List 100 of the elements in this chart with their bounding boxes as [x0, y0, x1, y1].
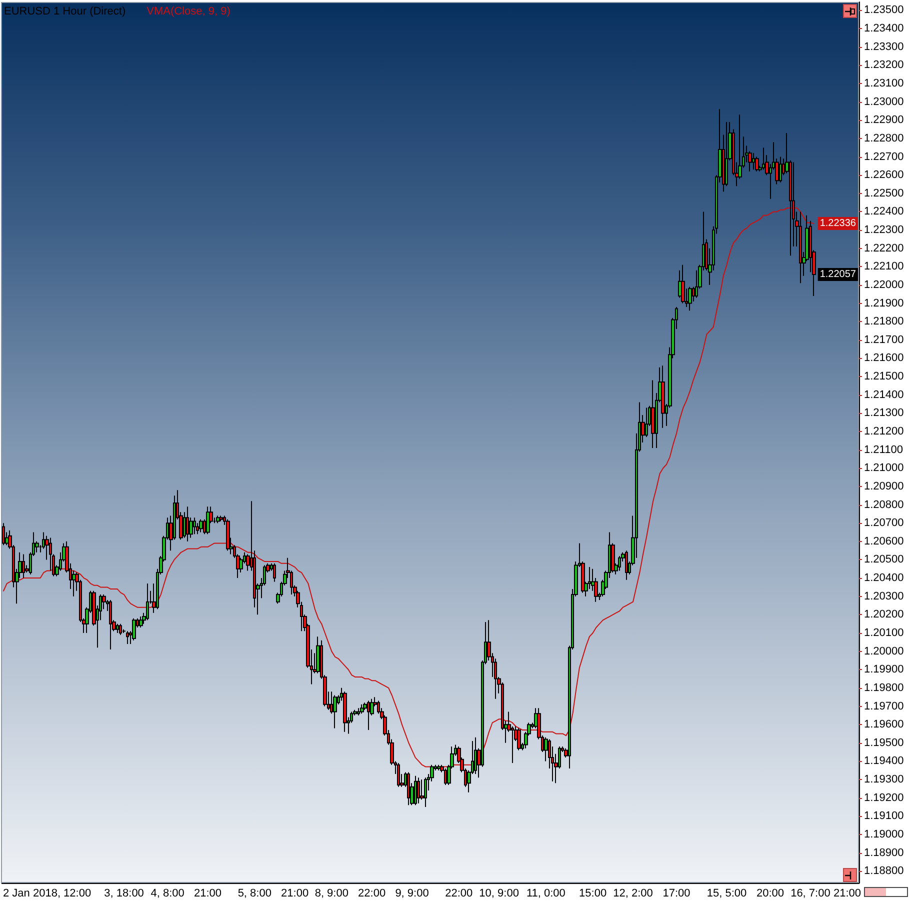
y-tick-label: 1.19500 [864, 736, 904, 749]
y-tick-label: 1.21600 [864, 352, 904, 364]
y-tick-label: 1.22400 [864, 206, 904, 218]
y-tick-label: 1.20100 [864, 626, 904, 639]
candlestick [417, 777, 420, 804]
annotation: 1.22336 [820, 218, 856, 229]
candlestick [333, 694, 337, 729]
y-tick-label: 1.22800 [864, 132, 904, 144]
candlestick [206, 506, 210, 535]
candlestick [444, 768, 447, 786]
y-tick-label: 1.23300 [864, 40, 904, 53]
y-tick-label: 1.19200 [864, 792, 904, 804]
candlestick [618, 556, 621, 572]
y-tick-label: 1.18800 [864, 865, 904, 878]
y-tick-label: 1.21700 [864, 334, 904, 346]
x-tick-label: 22:00 [358, 888, 386, 900]
x-tick-label: 10, 9:00 [479, 888, 519, 900]
candlestick [139, 616, 143, 628]
x-tick-label: 16, 7:00 [790, 888, 830, 900]
candlestick [357, 708, 360, 716]
y-tick-label: 1.23000 [864, 96, 904, 108]
candlestick [273, 562, 276, 582]
y-tick-label: 1.19900 [864, 664, 904, 676]
x-tick-label: 21:00 [194, 888, 222, 900]
y-tick-label: 1.22600 [864, 169, 904, 182]
y-tick-label: 1.20700 [864, 517, 904, 530]
candlestick [517, 728, 521, 751]
y-tick-label: 1.21000 [864, 462, 904, 474]
candlestick [752, 152, 755, 170]
candlestick [437, 764, 441, 771]
candlestick [625, 550, 628, 580]
candlestick [2, 522, 5, 546]
candlestick [22, 554, 25, 579]
candlestick [407, 772, 410, 806]
x-tick-label: 9, 9:00 [395, 888, 429, 900]
y-tick-label: 1.19000 [864, 828, 904, 840]
y-tick-label: 1.22100 [864, 260, 904, 273]
x-tick-label: 11, 0:00 [526, 888, 566, 900]
x-tick-label: 15, 5:00 [706, 888, 747, 900]
y-tick-label: 1.20300 [864, 590, 904, 602]
y-tick-label: 1.22200 [864, 242, 904, 254]
candlestick [116, 623, 119, 634]
x-tick-label: 5, 8:00 [238, 888, 272, 900]
x-tick-label: 2 Jan 2018, 12:00 [2, 888, 92, 900]
y-tick-label: 1.19600 [864, 718, 904, 731]
candlestick [226, 518, 230, 552]
x-tick-label: 3, 18:00 [104, 888, 144, 900]
candlestick [343, 691, 347, 732]
y-tick-label: 1.22900 [864, 114, 904, 126]
text: VMA(Close, 9, 9) [146, 6, 230, 18]
x-tick-label: 4, 8:00 [150, 888, 184, 900]
candlestick [360, 704, 364, 714]
y-tick-label: 1.23200 [864, 59, 904, 72]
candlestick [132, 618, 136, 641]
x-tick-label: 22:00 [445, 888, 473, 900]
candlestick [661, 365, 665, 428]
candlestick [681, 264, 685, 304]
candlestick [651, 380, 655, 448]
x-tick-label: 12, 2:00 [613, 888, 653, 900]
candlestick [755, 156, 759, 172]
x-tick-label: 21:00 [281, 888, 309, 900]
candlestick [688, 286, 692, 312]
y-tick-label: 1.19700 [864, 700, 904, 712]
y-tick-label: 1.22500 [864, 187, 904, 200]
y-tick-label: 1.21500 [864, 370, 904, 383]
chart-title: EURUSD 1 Hour (Direct) [4, 6, 126, 18]
x-tick-label: 20:00 [756, 888, 784, 900]
y-tick-label: 1.22000 [864, 278, 904, 291]
x-tick-label: 15:00 [579, 888, 607, 900]
candlestick [474, 736, 477, 775]
annotation: 1.22057 [820, 269, 856, 280]
candlestick [193, 517, 196, 535]
y-tick-label: 1.19400 [864, 755, 904, 768]
candlestick [779, 156, 782, 183]
y-tick-label: 1.19800 [864, 682, 904, 694]
x-tick-label: 17:00 [662, 888, 690, 900]
y-tick-label: 1.20600 [864, 535, 904, 548]
y-tick-label: 1.18900 [864, 846, 904, 859]
y-tick-label: 1.21100 [864, 444, 903, 456]
y-tick-label: 1.20800 [864, 498, 904, 511]
x-tick-label: 21:00 [834, 888, 862, 900]
y-tick-label: 1.21200 [864, 426, 904, 438]
y-tick-label: 1.21400 [864, 388, 904, 401]
candlestick [199, 518, 203, 533]
candlestick [186, 506, 189, 542]
y-tick-label: 1.21800 [864, 316, 904, 328]
y-tick-label: 1.22300 [864, 224, 904, 236]
candlestick [216, 515, 220, 524]
candlestick [146, 583, 149, 621]
candlestick [109, 600, 112, 650]
y-tick-label: 1.20000 [864, 645, 904, 658]
candlestick [414, 775, 417, 806]
y-tick-label: 1.19100 [864, 810, 904, 822]
candlestick [367, 700, 370, 731]
candlestick [397, 762, 400, 788]
y-tick-label: 1.21300 [864, 407, 904, 420]
y-tick-label: 1.23100 [864, 78, 904, 90]
x-tick-label: 8, 9:00 [314, 888, 348, 900]
candlestick [126, 630, 129, 644]
y-tick-label: 1.22700 [864, 150, 904, 163]
